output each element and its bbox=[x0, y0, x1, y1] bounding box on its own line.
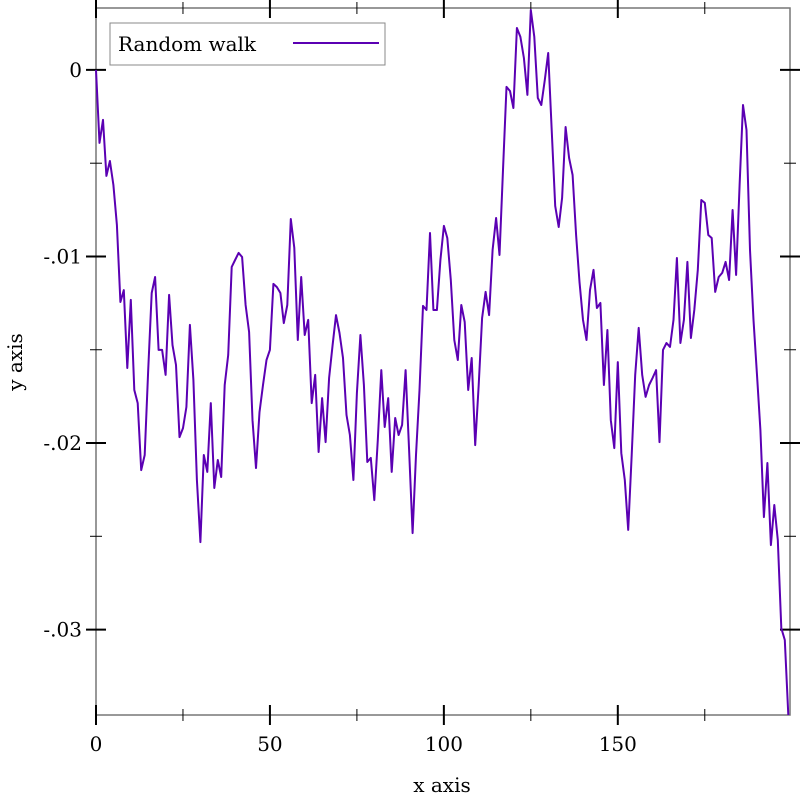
y-tick-label: 0 bbox=[69, 58, 82, 82]
x-axis-label: x axis bbox=[413, 773, 471, 797]
y-axis-label: y axis bbox=[3, 333, 27, 392]
axis-ticks: 0 50 100 150 0 -.01 -.02 -.03 bbox=[43, 0, 800, 756]
series-line-random-walk bbox=[95, 8, 790, 716]
plot-frame bbox=[95, 7, 791, 716]
legend-label: Random walk bbox=[118, 32, 257, 56]
x-tick-label: 100 bbox=[425, 732, 463, 756]
x-tick-label: 150 bbox=[599, 732, 637, 756]
x-tick-label: 50 bbox=[257, 732, 282, 756]
legend: Random walk bbox=[109, 22, 386, 66]
plot-border bbox=[95, 7, 791, 716]
y-tick-label: -.01 bbox=[43, 244, 82, 268]
y-tick-label: -.02 bbox=[43, 431, 82, 455]
series-layer bbox=[95, 8, 790, 716]
y-tick-label: -.03 bbox=[43, 618, 82, 642]
x-tick-label: 0 bbox=[90, 732, 103, 756]
